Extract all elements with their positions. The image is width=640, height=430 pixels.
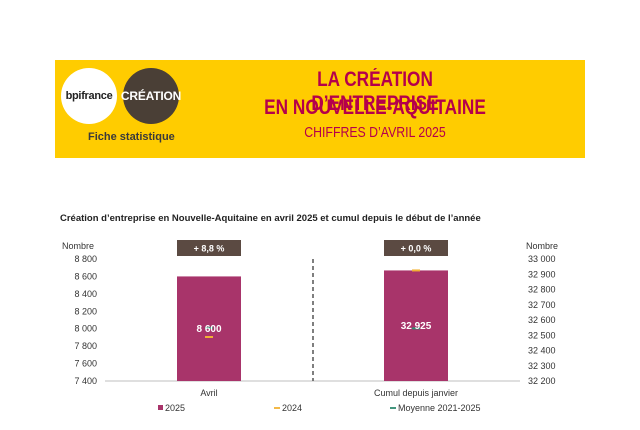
right-tick-label: 32 600 — [528, 315, 556, 325]
right-tick-label: 32 400 — [528, 346, 556, 356]
change-badge — [384, 240, 448, 256]
page-subtitle: CHIFFRES D’AVRIL 2025 — [304, 124, 446, 141]
change-badge — [177, 240, 241, 256]
right-tick-label: 32 200 — [528, 376, 556, 386]
bar-2025 — [384, 270, 448, 381]
legend-label-2024: 2024 — [282, 403, 302, 413]
right-tick-label: 32 700 — [528, 300, 556, 310]
left-tick-label: 8 400 — [74, 289, 97, 299]
category-label: Cumul depuis janvier — [374, 388, 458, 398]
chart-title: Création d’entreprise en Nouvelle-Aquita… — [60, 213, 481, 224]
right-tick-label: 32 800 — [528, 285, 556, 295]
legend-label-2025: 2025 — [165, 403, 185, 413]
bar-value-label: 32 925 — [401, 321, 432, 332]
change-label: + 8,8 % — [194, 244, 225, 254]
left-tick-label: 8 200 — [74, 306, 97, 316]
bar-value-label: 8 600 — [196, 324, 221, 335]
left-tick-label: 8 000 — [74, 324, 97, 334]
change-label: + 0,0 % — [401, 244, 432, 254]
right-axis-label: Nombre — [526, 241, 558, 251]
legend-swatch-2025 — [158, 405, 163, 410]
page-title-line1: LA CRÉATION D’ENTREPRISE — [311, 68, 439, 115]
left-tick-label: 8 600 — [74, 271, 97, 281]
left-tick-label: 7 400 — [74, 376, 97, 386]
left-axis-label: Nombre — [62, 241, 94, 251]
page-title-line2: EN NOUVELLE-AQUITAINE — [264, 96, 486, 119]
right-tick-label: 33 000 — [528, 254, 556, 264]
left-tick-label: 7 600 — [74, 359, 97, 369]
right-tick-label: 32 900 — [528, 269, 556, 279]
right-tick-label: 32 500 — [528, 330, 556, 340]
header-banner: bpifrance CRÉATION Fiche statistique LA … — [55, 60, 585, 158]
left-tick-label: 7 800 — [74, 341, 97, 351]
left-tick-label: 8 800 — [74, 254, 97, 264]
bpifrance-logo: bpifrance — [61, 68, 117, 124]
legend-label-average: Moyenne 2021-2025 — [398, 403, 481, 413]
right-tick-label: 32 300 — [528, 361, 556, 371]
creation-logo: CRÉATION — [121, 68, 181, 124]
category-label: Avril — [200, 388, 217, 398]
fiche-label: Fiche statistique — [88, 131, 175, 143]
